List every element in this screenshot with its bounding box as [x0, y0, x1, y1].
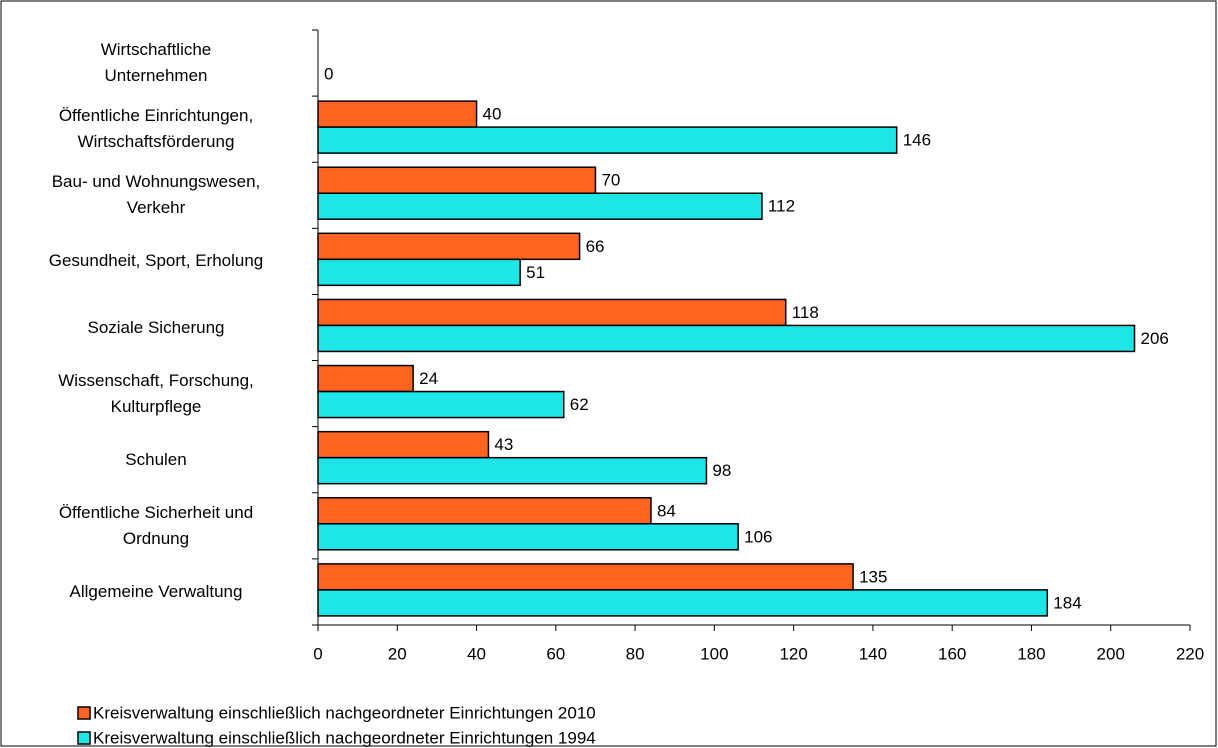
bar: [317, 192, 763, 220]
data-label: 62: [570, 395, 589, 414]
bar: [317, 390, 565, 419]
data-label: 118: [792, 303, 819, 322]
x-tick-label: 0: [313, 644, 322, 663]
x-tick-label: 60: [546, 644, 565, 663]
legend-swatch: [77, 731, 91, 745]
data-label: 43: [494, 435, 513, 454]
x-tick-label: 140: [859, 644, 887, 663]
data-label: 70: [601, 171, 620, 190]
bar: [317, 100, 478, 128]
data-label: 106: [744, 527, 772, 546]
x-tick-label: 220: [1176, 644, 1204, 663]
x-tick-label: 100: [700, 644, 728, 663]
bar: [317, 589, 1049, 617]
x-tick-label: 40: [467, 644, 486, 663]
bar: [317, 523, 739, 551]
bar: [317, 232, 581, 261]
bar: [317, 430, 490, 459]
data-label: 184: [1053, 593, 1081, 612]
data-label: 24: [419, 369, 438, 388]
y-tick-label: Schulen: [125, 449, 187, 469]
y-tick-label: Gesundheit, Sport, Erholung: [48, 251, 264, 271]
y-tick-label: Wissenschaft, Forschung, Kulturpflege: [58, 370, 254, 416]
legend-label: Kreisverwaltung einschließlich nachgeord…: [93, 728, 596, 747]
bar: [317, 364, 414, 393]
y-tick-label: Bau- und Wohnungswesen, Verkehr: [51, 172, 261, 218]
bar: [317, 166, 597, 194]
x-tick-label: 200: [1097, 644, 1125, 663]
data-label: 0: [324, 64, 333, 83]
y-tick-label: Allgemeine Verwaltung: [69, 581, 243, 601]
bar: [317, 258, 521, 287]
legend-label: Kreisverwaltung einschließlich nachgeord…: [93, 703, 596, 722]
x-tick-label: 20: [388, 644, 407, 663]
y-tick-label: Soziale Sicherung: [87, 317, 225, 337]
data-label: 51: [526, 263, 545, 282]
bar: [317, 126, 898, 154]
x-tick-label: 160: [938, 644, 966, 663]
data-label: 112: [768, 197, 795, 216]
x-tick-label: 180: [1017, 644, 1045, 663]
bar: [317, 563, 854, 591]
x-tick-label: 80: [626, 644, 645, 663]
y-tick-label: Öffentliche Einrichtungen, Wirtschaftsfö…: [58, 106, 254, 152]
bar: [317, 298, 787, 327]
bar: [317, 324, 1136, 353]
y-tick-label: Wirtschaftliche Unternehmen: [100, 40, 212, 86]
data-label: 135: [859, 567, 887, 586]
x-tick-label: 120: [779, 644, 807, 663]
data-label: 146: [903, 131, 931, 150]
bar: [317, 456, 708, 485]
data-label: 66: [586, 237, 605, 256]
bar: [317, 497, 652, 525]
data-label: 84: [657, 501, 676, 520]
y-tick-label: Öffentliche Sicherheit und Ordnung: [58, 502, 254, 548]
legend-swatch: [77, 706, 91, 720]
data-label: 98: [712, 461, 731, 480]
data-label: 40: [483, 105, 502, 124]
data-label: 206: [1141, 329, 1169, 348]
